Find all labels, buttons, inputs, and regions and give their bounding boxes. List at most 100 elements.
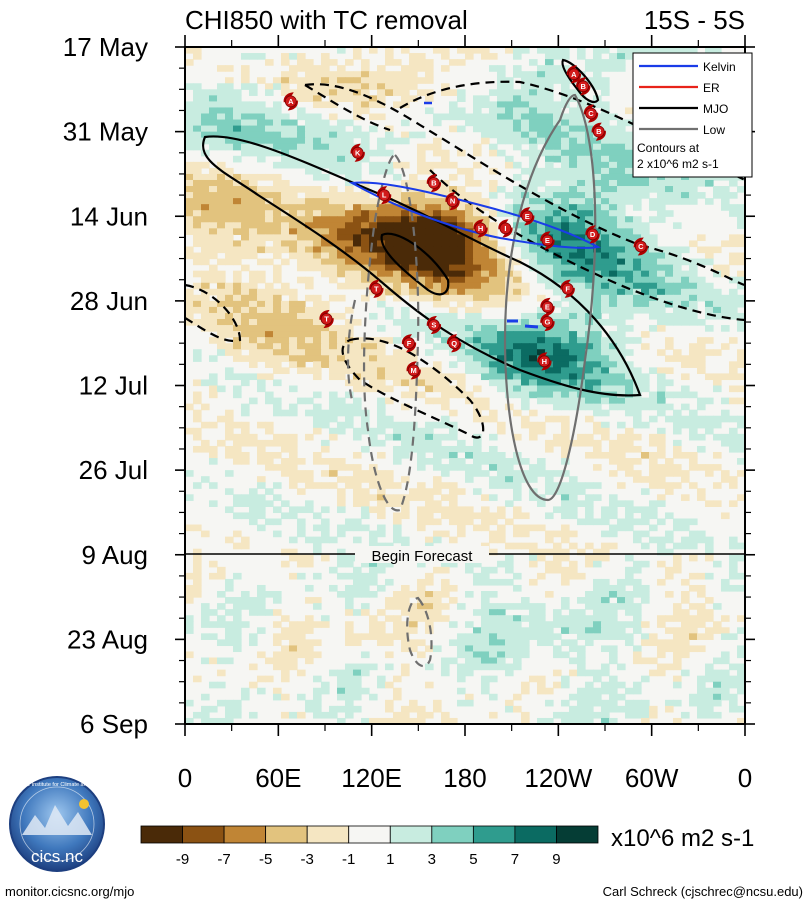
field-cell	[289, 409, 298, 417]
field-cell	[273, 234, 282, 242]
field-cell	[449, 494, 458, 501]
field-cell	[353, 276, 362, 284]
field-cell	[505, 113, 514, 121]
legend-entry: ER	[703, 81, 720, 95]
field-cell	[577, 186, 586, 193]
field-cell	[257, 210, 266, 217]
field-cell	[593, 421, 602, 429]
field-cell	[705, 500, 714, 507]
field-cell	[537, 246, 546, 254]
field-cell	[705, 179, 714, 187]
field-cell	[241, 204, 250, 211]
field-cell	[361, 65, 370, 72]
field-cell	[209, 198, 218, 205]
field-cell	[233, 325, 242, 332]
field-cell	[601, 367, 610, 375]
field-cell	[641, 621, 650, 628]
field-cell	[729, 633, 738, 640]
field-cell	[377, 409, 386, 417]
field-cell	[401, 451, 410, 459]
field-cell	[657, 373, 666, 381]
field-cell	[393, 59, 402, 66]
field-cell	[505, 131, 514, 139]
field-cell	[345, 246, 354, 254]
field-cell	[201, 439, 210, 447]
field-cell	[609, 675, 618, 683]
field-cell	[553, 204, 562, 211]
field-cell	[433, 433, 442, 441]
field-cell	[265, 675, 274, 683]
field-cell	[489, 300, 498, 308]
field-cell	[273, 216, 282, 223]
field-cell	[465, 325, 474, 332]
field-cell	[433, 385, 442, 393]
field-cell	[481, 131, 490, 139]
field-cell	[393, 711, 402, 719]
field-cell	[721, 615, 730, 622]
field-cell	[265, 125, 274, 133]
field-cell	[401, 421, 410, 429]
field-cell	[593, 403, 602, 411]
field-cell	[609, 627, 618, 634]
field-cell	[425, 518, 434, 526]
field-cell	[713, 373, 722, 381]
field-cell	[233, 421, 242, 429]
field-cell	[537, 367, 546, 375]
field-cell	[233, 252, 242, 260]
field-cell	[433, 373, 442, 381]
field-cell	[577, 179, 586, 187]
legend-entry: Kelvin	[703, 60, 736, 74]
field-cell	[561, 222, 570, 229]
field-cell	[625, 161, 634, 169]
field-cell	[601, 699, 610, 707]
field-cell	[401, 77, 410, 84]
field-cell	[537, 470, 546, 477]
field-cell	[193, 161, 202, 169]
field-cell	[281, 355, 290, 362]
field-cell	[625, 300, 634, 308]
field-cell	[209, 101, 218, 109]
field-cell	[281, 669, 290, 677]
field-cell	[337, 361, 346, 368]
field-cell	[521, 131, 530, 139]
field-cell	[481, 663, 490, 671]
field-cell	[393, 192, 402, 199]
field-cell	[361, 385, 370, 393]
field-cell	[577, 252, 586, 260]
field-cell	[513, 385, 522, 393]
field-cell	[537, 639, 546, 647]
field-cell	[361, 663, 370, 671]
field-cell	[545, 439, 554, 447]
field-cell	[457, 59, 466, 66]
field-cell	[553, 373, 562, 381]
field-cell	[545, 717, 554, 724]
field-cell	[497, 101, 506, 109]
field-cell	[665, 548, 674, 556]
field-cell	[633, 282, 642, 290]
field-cell	[673, 270, 682, 278]
field-cell	[617, 143, 626, 151]
field-cell	[593, 439, 602, 447]
field-cell	[209, 95, 218, 102]
field-cell	[457, 518, 466, 526]
field-cell	[497, 385, 506, 393]
field-cell	[249, 246, 258, 254]
field-cell	[657, 645, 666, 653]
field-cell	[233, 101, 242, 109]
field-cell	[569, 542, 578, 550]
field-cell	[657, 615, 666, 622]
field-cell	[593, 137, 602, 145]
field-cell	[657, 204, 666, 211]
field-cell	[353, 204, 362, 211]
field-cell	[705, 464, 714, 471]
field-cell	[577, 657, 586, 665]
colorbar-label: -9	[176, 851, 189, 868]
field-cell	[193, 83, 202, 90]
field-cell	[593, 379, 602, 387]
field-cell	[553, 633, 562, 640]
field-cell	[569, 210, 578, 217]
field-cell	[233, 173, 242, 181]
field-cell	[705, 548, 714, 556]
field-cell	[361, 609, 370, 616]
field-cell	[209, 306, 218, 314]
